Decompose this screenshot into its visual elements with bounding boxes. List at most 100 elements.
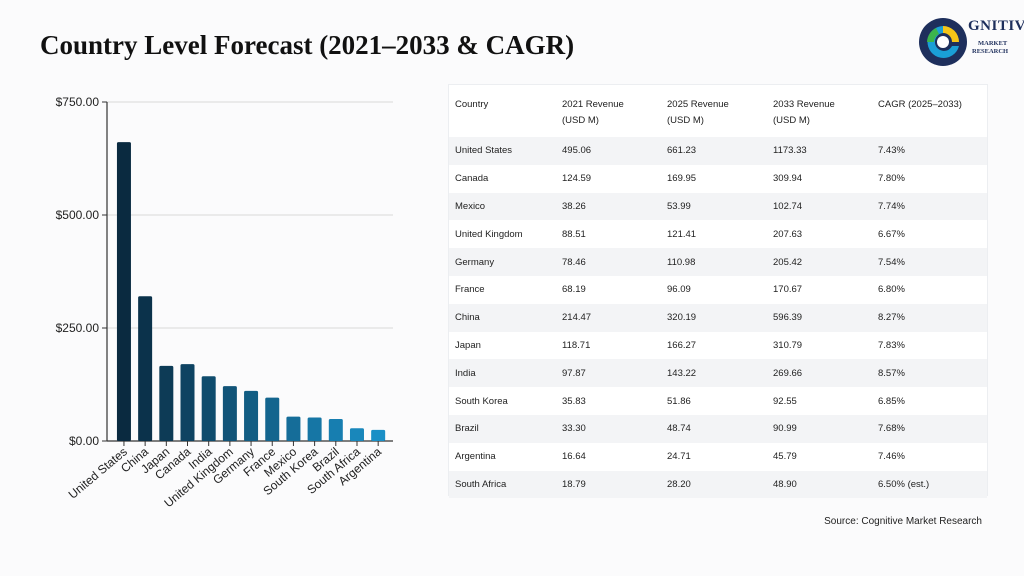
table-cell: 18.79 xyxy=(556,470,661,499)
table-cell: 118.71 xyxy=(562,339,591,351)
bar xyxy=(116,142,131,442)
table-cell: 169.95 xyxy=(667,173,697,185)
table-cell: 96.09 xyxy=(667,284,691,296)
table-cell: 24.71 xyxy=(667,451,691,463)
y-tick-label: $250.00 xyxy=(56,321,100,335)
bar xyxy=(159,365,174,441)
column-header: 2021 Revenue (USD M) xyxy=(556,85,661,137)
table-cell: United Kingdom xyxy=(455,228,523,240)
table-cell: 121.41 xyxy=(667,228,697,240)
column-header: 2025 Revenue (USD M) xyxy=(661,85,767,137)
bar xyxy=(265,397,280,441)
table-cell: Germany xyxy=(449,248,556,276)
table-cell: 661.23 xyxy=(661,137,767,165)
table-cell: 35.83 xyxy=(562,395,586,407)
table-cell: 110.98 xyxy=(661,248,767,276)
table-cell: 8.57% xyxy=(872,359,987,388)
table-cell: 495.06 xyxy=(556,137,661,165)
table-cell: 68.19 xyxy=(562,284,586,296)
table-cell: 7.83% xyxy=(878,339,905,351)
table-cell: France xyxy=(455,284,485,296)
bar xyxy=(138,296,153,441)
table-row: China 214.47 320.19 596.39 8.27% xyxy=(449,303,987,332)
bar xyxy=(328,418,343,441)
table-cell: 48.74 xyxy=(661,414,767,443)
table-cell: 48.90 xyxy=(767,470,872,499)
column-header: 2033 Revenue (USD M) xyxy=(767,85,872,137)
table-cell: 53.99 xyxy=(661,192,767,221)
column-header-text: 2025 Revenue xyxy=(667,99,729,110)
table-cell: 124.59 xyxy=(562,173,592,185)
y-tick-label: $500.00 xyxy=(56,208,100,222)
table-cell: Argentina xyxy=(455,451,496,463)
table-cell: 320.19 xyxy=(661,303,767,332)
table-cell: 1173.33 xyxy=(767,137,872,165)
table-cell: 88.51 xyxy=(562,228,586,240)
source-note: Source: Cognitive Market Research xyxy=(824,516,982,527)
bar xyxy=(307,417,322,441)
table-row: Germany 78.46 110.98 205.42 7.54% xyxy=(449,248,987,276)
table-cell: 309.94 xyxy=(773,173,803,185)
table-header-row: Country 2021 Revenue (USD M) 2025 Revenue (U… xyxy=(449,85,987,137)
table-cell: 6.67% xyxy=(878,228,905,240)
logo-c-icon xyxy=(919,18,967,66)
table-row: Japan 118.71 166.27 310.79 7.83% xyxy=(449,332,987,360)
bar xyxy=(286,416,301,441)
column-header-text: CAGR (2025–2033) xyxy=(878,99,962,110)
bar xyxy=(180,364,195,441)
company-logo: GNITIVE MARKET RESEARCH xyxy=(916,12,1024,72)
table-cell: 143.22 xyxy=(661,359,767,388)
table-cell: 7.80% xyxy=(878,173,905,185)
table-cell: India xyxy=(449,359,556,388)
bar xyxy=(222,386,237,441)
forecast-table: Country 2021 Revenue (USD M) 2025 Revenue (U… xyxy=(449,85,987,499)
table-cell: United States xyxy=(449,137,556,165)
table-cell: Canada xyxy=(455,173,489,185)
table-row: United States 495.06 661.23 1173.33 7.43% xyxy=(449,137,987,165)
logo-subtext: MARKET xyxy=(978,40,1008,47)
table-cell: 51.86 xyxy=(667,395,691,407)
column-header-text: 2021 Revenue xyxy=(562,99,624,110)
table-cell: 6.85% xyxy=(878,395,905,407)
table-cell: 8.27% xyxy=(872,303,987,332)
table-cell: 6.50% (est.) xyxy=(872,470,987,499)
table-cell: 7.43% xyxy=(872,137,987,165)
table-cell: 170.67 xyxy=(773,284,803,296)
table-cell: 7.54% xyxy=(872,248,987,276)
table-cell: 102.74 xyxy=(767,192,872,221)
bar xyxy=(349,428,364,441)
table-row: South Africa 18.79 28.20 48.90 6.50% (est.) xyxy=(449,470,987,499)
table-cell: 92.55 xyxy=(773,395,797,407)
table-cell: 7.68% xyxy=(872,414,987,443)
table-cell: 90.99 xyxy=(767,414,872,443)
bar xyxy=(244,390,259,441)
table-cell: 596.39 xyxy=(767,303,872,332)
table-cell: Mexico xyxy=(449,192,556,221)
column-header: Country xyxy=(449,85,556,137)
table-cell: 38.26 xyxy=(556,192,661,221)
table-cell: 16.64 xyxy=(562,451,586,463)
table-row: United Kingdom 88.51 121.41 207.63 6.67% xyxy=(449,220,987,248)
column-header-text: Country xyxy=(455,99,489,110)
table-cell: 28.20 xyxy=(661,470,767,499)
table-cell: South Africa xyxy=(449,470,556,499)
table-cell: 269.66 xyxy=(767,359,872,388)
column-header: CAGR (2025–2033) xyxy=(872,85,987,137)
table-row: Brazil 33.30 48.74 90.99 7.68% xyxy=(449,414,987,443)
bar xyxy=(371,429,386,441)
bar xyxy=(201,376,216,441)
logo-subtext: RESEARCH xyxy=(972,48,1009,55)
table-cell: 7.74% xyxy=(872,192,987,221)
table-row: Canada 124.59 169.95 309.94 7.80% xyxy=(449,165,987,193)
table-row: France 68.19 96.09 170.67 6.80% xyxy=(449,276,987,304)
logo-text: GNITIVE xyxy=(968,18,1024,34)
table-cell: 97.87 xyxy=(556,359,661,388)
table-row: South Korea 35.83 51.86 92.55 6.85% xyxy=(449,387,987,415)
forecast-table-container: Country 2021 Revenue (USD M) 2025 Revenue (U… xyxy=(448,84,988,499)
table-cell: 45.79 xyxy=(773,451,797,463)
table-cell: 33.30 xyxy=(556,414,661,443)
table-cell: 7.46% xyxy=(878,451,905,463)
x-tick-label: United States xyxy=(66,445,130,502)
page-title: Country Level Forecast (2021–2033 & CAGR… xyxy=(40,30,575,60)
